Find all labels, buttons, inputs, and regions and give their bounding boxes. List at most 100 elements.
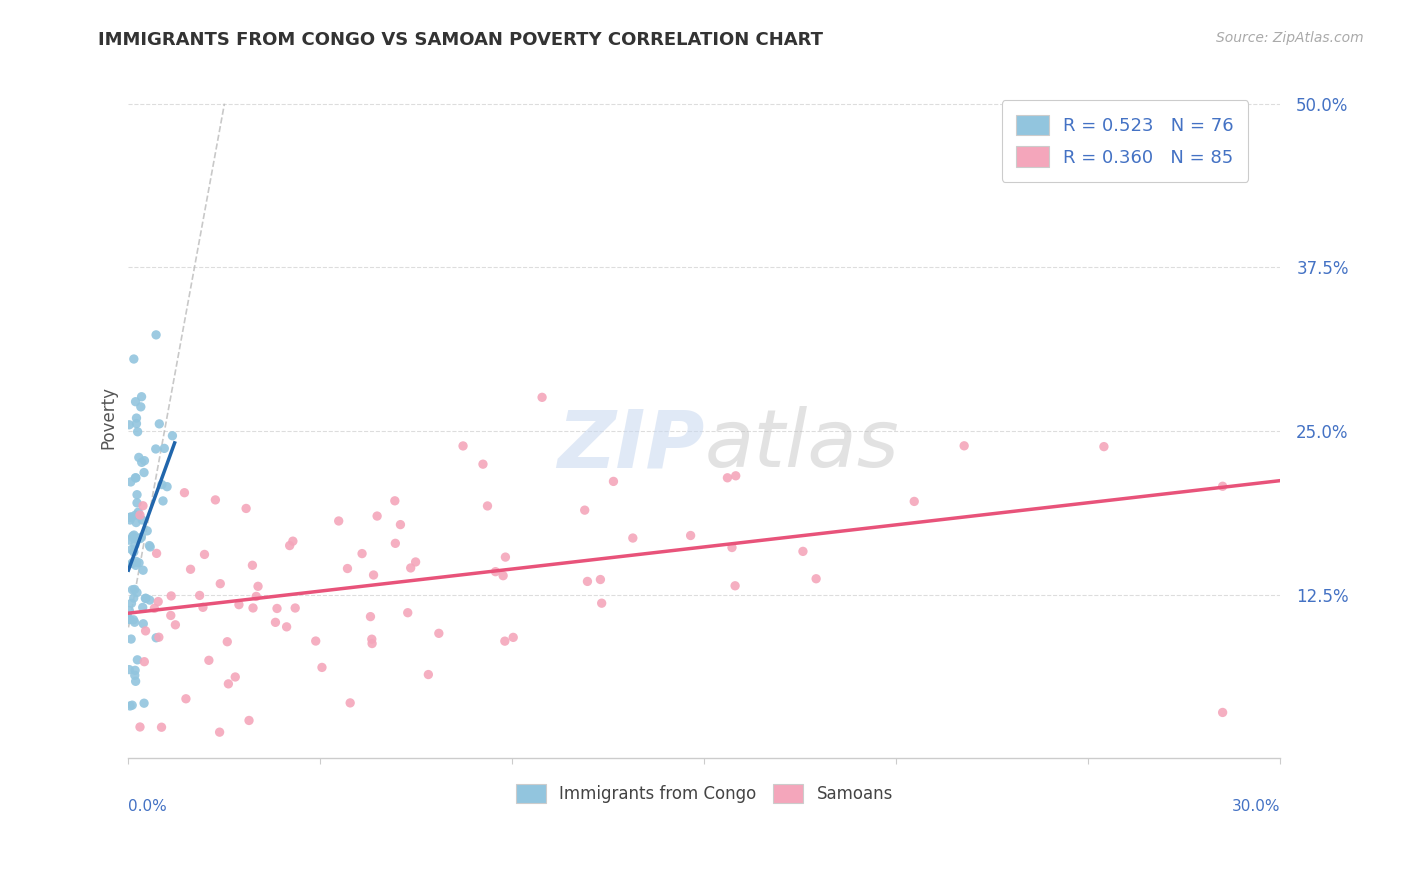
Point	[150, 720, 173, 734]
Point	[118, 533, 141, 548]
Point	[124, 538, 146, 552]
Point	[124, 394, 146, 409]
Point	[121, 698, 143, 713]
Point	[264, 615, 287, 630]
Point	[121, 531, 143, 545]
Point	[129, 400, 152, 414]
Point	[284, 601, 307, 615]
Point	[128, 450, 150, 465]
Point	[132, 696, 155, 710]
Point	[238, 714, 260, 728]
Point	[494, 634, 516, 648]
Point	[278, 539, 301, 553]
Point	[591, 596, 613, 610]
Point	[132, 563, 155, 577]
Point	[129, 532, 152, 546]
Point	[122, 591, 145, 605]
Point	[792, 544, 814, 558]
Point	[193, 548, 215, 562]
Point	[148, 594, 170, 608]
Point	[427, 626, 450, 640]
Point	[724, 468, 747, 483]
Point	[360, 632, 382, 647]
Point	[804, 572, 827, 586]
Point	[217, 677, 239, 691]
Point	[276, 620, 298, 634]
Point	[124, 471, 146, 485]
Point	[336, 561, 359, 575]
Point	[134, 453, 156, 467]
Point	[366, 509, 388, 524]
Point	[125, 496, 148, 510]
Point	[131, 600, 153, 615]
Point	[134, 655, 156, 669]
Point	[152, 494, 174, 508]
Point	[145, 631, 167, 645]
Point	[134, 591, 156, 606]
Point	[1212, 479, 1234, 493]
Point	[132, 466, 155, 480]
Point	[132, 499, 155, 513]
Point	[125, 411, 148, 425]
Text: IMMIGRANTS FROM CONGO VS SAMOAN POVERTY CORRELATION CHART: IMMIGRANTS FROM CONGO VS SAMOAN POVERTY …	[98, 31, 824, 49]
Point	[399, 561, 422, 575]
Point	[125, 471, 148, 485]
Point	[245, 590, 267, 604]
Point	[136, 524, 159, 538]
Point	[135, 591, 157, 606]
Point	[159, 608, 181, 623]
Point	[129, 720, 152, 734]
Point	[118, 663, 141, 677]
Point	[122, 613, 145, 627]
Point	[120, 632, 142, 646]
Point	[125, 516, 148, 530]
Point	[120, 475, 142, 489]
Point	[131, 513, 153, 527]
Point	[127, 653, 149, 667]
Text: atlas: atlas	[704, 406, 898, 484]
Point	[679, 528, 702, 542]
Point	[602, 475, 624, 489]
Point	[138, 539, 160, 553]
Point	[217, 634, 239, 648]
Point	[145, 327, 167, 342]
Point	[122, 351, 145, 366]
Point	[129, 530, 152, 544]
Point	[121, 557, 143, 571]
Point	[418, 667, 440, 681]
Point	[145, 546, 167, 560]
Point	[198, 653, 221, 667]
Point	[228, 598, 250, 612]
Point	[127, 505, 149, 519]
Point	[209, 576, 232, 591]
Text: 30.0%: 30.0%	[1232, 799, 1281, 814]
Point	[122, 528, 145, 542]
Point	[148, 417, 170, 431]
Point	[492, 568, 515, 582]
Point	[247, 579, 270, 593]
Point	[143, 601, 166, 615]
Point	[405, 555, 427, 569]
Point	[124, 582, 146, 597]
Point	[281, 534, 304, 549]
Point	[1092, 440, 1115, 454]
Point	[242, 558, 264, 573]
Text: Source: ZipAtlas.com: Source: ZipAtlas.com	[1216, 31, 1364, 45]
Point	[120, 509, 142, 524]
Point	[118, 612, 141, 626]
Point	[716, 471, 738, 485]
Point	[118, 613, 141, 627]
Point	[125, 585, 148, 599]
Point	[242, 601, 264, 615]
Point	[120, 513, 142, 527]
Point	[352, 547, 374, 561]
Point	[153, 442, 176, 456]
Point	[339, 696, 361, 710]
Point	[121, 582, 143, 597]
Text: ZIP: ZIP	[557, 406, 704, 484]
Point	[122, 545, 145, 559]
Point	[156, 480, 179, 494]
Point	[145, 442, 167, 456]
Point	[305, 634, 328, 648]
Point	[328, 514, 350, 528]
